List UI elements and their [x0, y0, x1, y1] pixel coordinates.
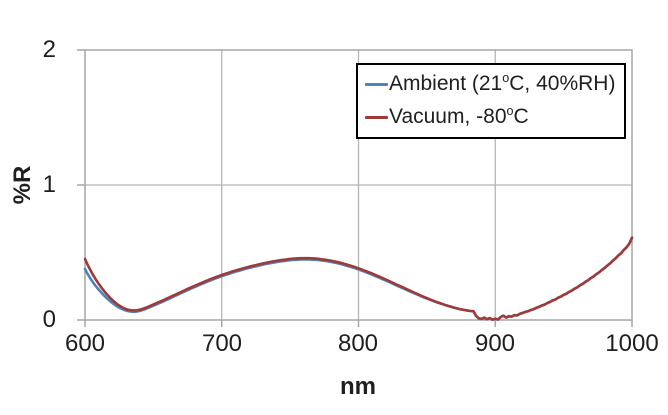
- x-tick-label-700: 700: [201, 330, 243, 357]
- legend-label-ambient: Ambient (21oC, 40%RH): [389, 71, 616, 95]
- y-tick-label-2: 2: [42, 36, 56, 63]
- x-tick-label-1000: 1000: [605, 330, 659, 357]
- y-tick-label-1: 1: [42, 171, 56, 198]
- vacuum-line-swatch: [365, 115, 388, 119]
- ambient-line-swatch: [365, 82, 388, 86]
- x-axis-title: nm: [340, 373, 376, 400]
- x-tick-label-900: 900: [474, 330, 516, 357]
- legend-label-vacuum: Vacuum, -80oC: [389, 104, 529, 128]
- legend-entry-ambient: Ambient (21oC, 40%RH): [365, 69, 615, 99]
- legend: Ambient (21oC, 40%RH) Vacuum, -80oC: [356, 63, 627, 139]
- y-axis-title: %R: [9, 165, 36, 205]
- series-line-1: [83, 236, 634, 321]
- x-tick-label-600: 600: [64, 330, 106, 357]
- legend-entry-vacuum: Vacuum, -80oC: [365, 102, 615, 132]
- y-tick-label-0: 0: [42, 306, 56, 333]
- x-tick-label-800: 800: [337, 330, 379, 357]
